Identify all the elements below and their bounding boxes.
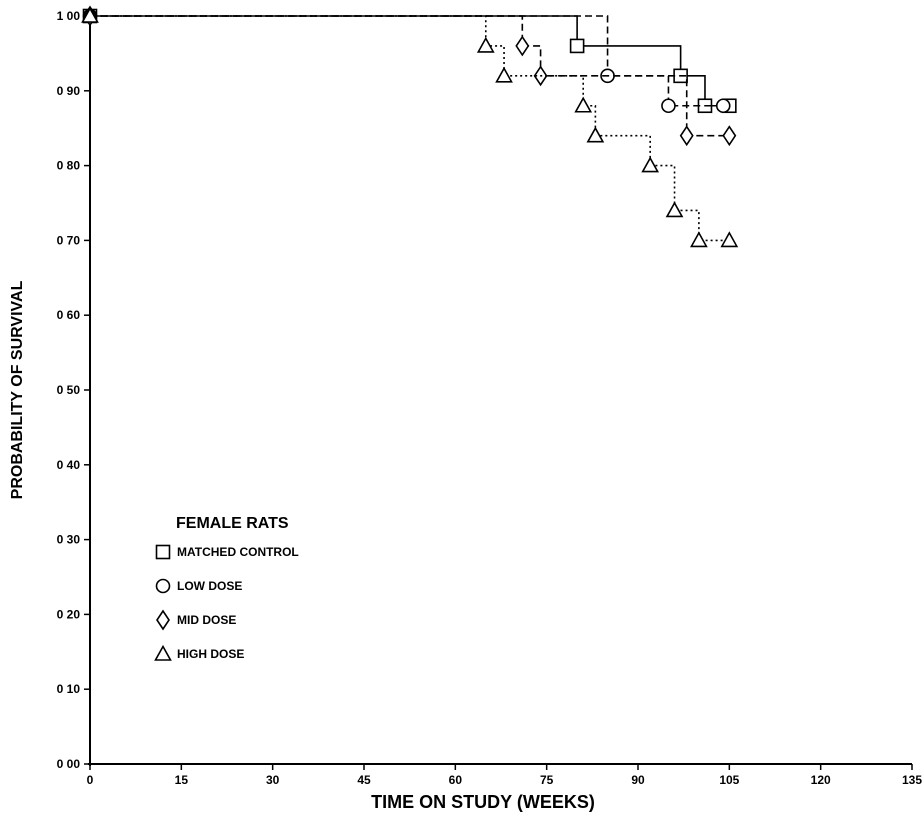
data-point-mid-dose bbox=[722, 125, 737, 147]
series-line-high-dose bbox=[90, 15, 730, 242]
data-point-high-dose bbox=[81, 6, 99, 23]
y-tick-label: 0 50 bbox=[57, 383, 81, 397]
series-high-dose bbox=[81, 6, 739, 248]
data-point-matched-control bbox=[569, 38, 585, 54]
y-tick-label: 0 70 bbox=[57, 233, 81, 247]
x-tick-label: 135 bbox=[902, 773, 922, 787]
series-line-low-dose bbox=[90, 15, 724, 107]
y-tick-label: 0 80 bbox=[57, 159, 81, 173]
x-tick-label: 15 bbox=[175, 773, 189, 787]
y-axis-title: PROBABILITY OF SURVIVAL bbox=[9, 280, 26, 499]
data-point-low-dose bbox=[661, 98, 676, 114]
x-tick-label: 0 bbox=[87, 773, 94, 787]
legend: FEMALE RATS MATCHED CONTROL LOW DOSE MID D… bbox=[154, 515, 299, 661]
legend-marker-low-dose bbox=[155, 578, 171, 594]
data-point-high-dose bbox=[476, 36, 495, 53]
legend-title: FEMALE RATS bbox=[176, 515, 289, 532]
legend-item-high-dose: HIGH DOSE bbox=[154, 644, 244, 661]
legend-label-low-dose: LOW DOSE bbox=[177, 579, 242, 593]
y-tick-label: 0 60 bbox=[57, 308, 81, 322]
series-low-dose bbox=[82, 8, 731, 114]
data-point-mid-dose bbox=[515, 35, 530, 57]
axes: 0 00 0 10 0 20 0 30 0 40 0 50 0 60 0 70 0 80 0 90… bbox=[57, 9, 923, 787]
data-point-mid-dose bbox=[679, 125, 694, 147]
series-line-mid-dose bbox=[90, 15, 730, 137]
x-tick-label: 105 bbox=[719, 773, 739, 787]
data-point-high-dose bbox=[495, 66, 513, 83]
data-point-high-dose bbox=[641, 156, 660, 173]
data-point-high-dose bbox=[720, 231, 739, 248]
data-point-low-dose bbox=[715, 98, 731, 114]
x-tick-label: 60 bbox=[449, 773, 463, 787]
y-tick-label: 0 00 bbox=[57, 757, 81, 771]
legend-item-low-dose: LOW DOSE bbox=[155, 578, 242, 594]
legend-marker-mid-dose bbox=[156, 609, 170, 631]
legend-marker-high-dose bbox=[154, 644, 172, 661]
x-tick-label: 75 bbox=[540, 773, 554, 787]
legend-marker-matched-control bbox=[155, 544, 171, 560]
y-tick-label: 0 90 bbox=[57, 84, 81, 98]
x-axis-title: TIME ON STUDY (WEEKS) bbox=[371, 792, 595, 812]
legend-label-high-dose: HIGH DOSE bbox=[177, 647, 244, 661]
series-mid-dose bbox=[83, 5, 737, 147]
legend-item-mid-dose: MID DOSE bbox=[156, 609, 236, 631]
data-point-high-dose bbox=[690, 231, 708, 248]
legend-label-mid-dose: MID DOSE bbox=[177, 613, 236, 627]
y-tick-label: 0 20 bbox=[57, 607, 81, 621]
data-point-high-dose bbox=[665, 201, 684, 218]
series-matched-control bbox=[82, 8, 737, 114]
data-point-high-dose bbox=[586, 126, 605, 143]
y-tick-label: 0 40 bbox=[57, 458, 81, 472]
legend-item-matched-control: MATCHED CONTROL bbox=[155, 544, 299, 560]
x-tick-label: 90 bbox=[631, 773, 645, 787]
data-point-high-dose bbox=[574, 96, 593, 113]
series-layer bbox=[81, 5, 739, 248]
series-line-matched-control bbox=[90, 15, 730, 107]
x-tick-label: 120 bbox=[811, 773, 831, 787]
y-tick-label: 0 10 bbox=[57, 682, 81, 696]
y-tick-label: 1 00 bbox=[57, 9, 81, 23]
x-tick-label: 45 bbox=[357, 773, 371, 787]
y-tick-label: 0 30 bbox=[57, 533, 81, 547]
x-tick-label: 30 bbox=[266, 773, 280, 787]
legend-label-matched-control: MATCHED CONTROL bbox=[177, 545, 299, 559]
